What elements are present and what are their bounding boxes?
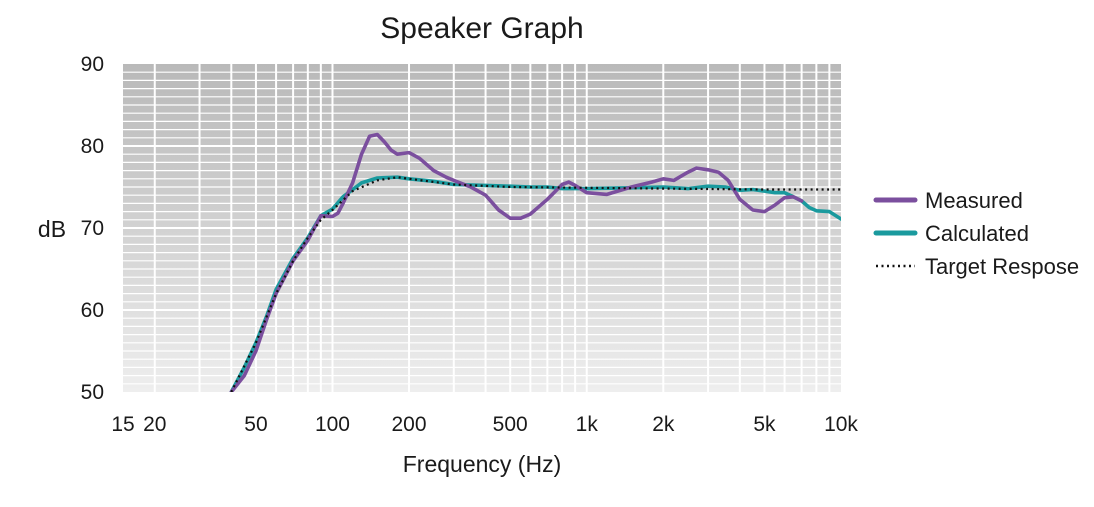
- x-tick-label: 20: [143, 413, 166, 436]
- y-tick-label: 70: [81, 217, 104, 240]
- chart-title: Speaker Graph: [380, 12, 583, 45]
- series-layer: [229, 132, 841, 392]
- x-tick-label: 15: [111, 413, 134, 436]
- x-tick-label: 500: [493, 413, 528, 436]
- vertical-gridlines: [153, 64, 831, 392]
- x-tick-label: 100: [315, 413, 350, 436]
- legend-label: Target Respose: [925, 254, 1079, 279]
- legend-label: Measured: [925, 188, 1023, 213]
- x-tick-label: 1k: [576, 413, 599, 436]
- y-tick-label: 80: [81, 135, 104, 158]
- x-axis-label: Frequency (Hz): [403, 451, 561, 477]
- y-tick-label: 50: [81, 381, 104, 404]
- x-axis-ticks: 15 20 50 100 200 500 1k 2k 5k 10k: [111, 413, 858, 436]
- y-tick-label: 60: [81, 299, 104, 322]
- x-tick-label: 10k: [824, 413, 858, 436]
- x-tick-label: 50: [244, 413, 267, 436]
- y-tick-label: 90: [81, 53, 104, 76]
- series-line-target-respose: [230, 176, 841, 392]
- x-tick-label: 5k: [753, 413, 776, 436]
- y-axis-label: dB: [38, 216, 66, 242]
- y-axis-ticks: 50 60 70 80 90: [81, 53, 104, 404]
- x-tick-label: 200: [392, 413, 427, 436]
- legend-label: Calculated: [925, 221, 1029, 246]
- x-tick-label: 2k: [652, 413, 675, 436]
- series-line-measured: [229, 132, 804, 392]
- legend: Measured Calculated Target Respose: [873, 188, 1079, 279]
